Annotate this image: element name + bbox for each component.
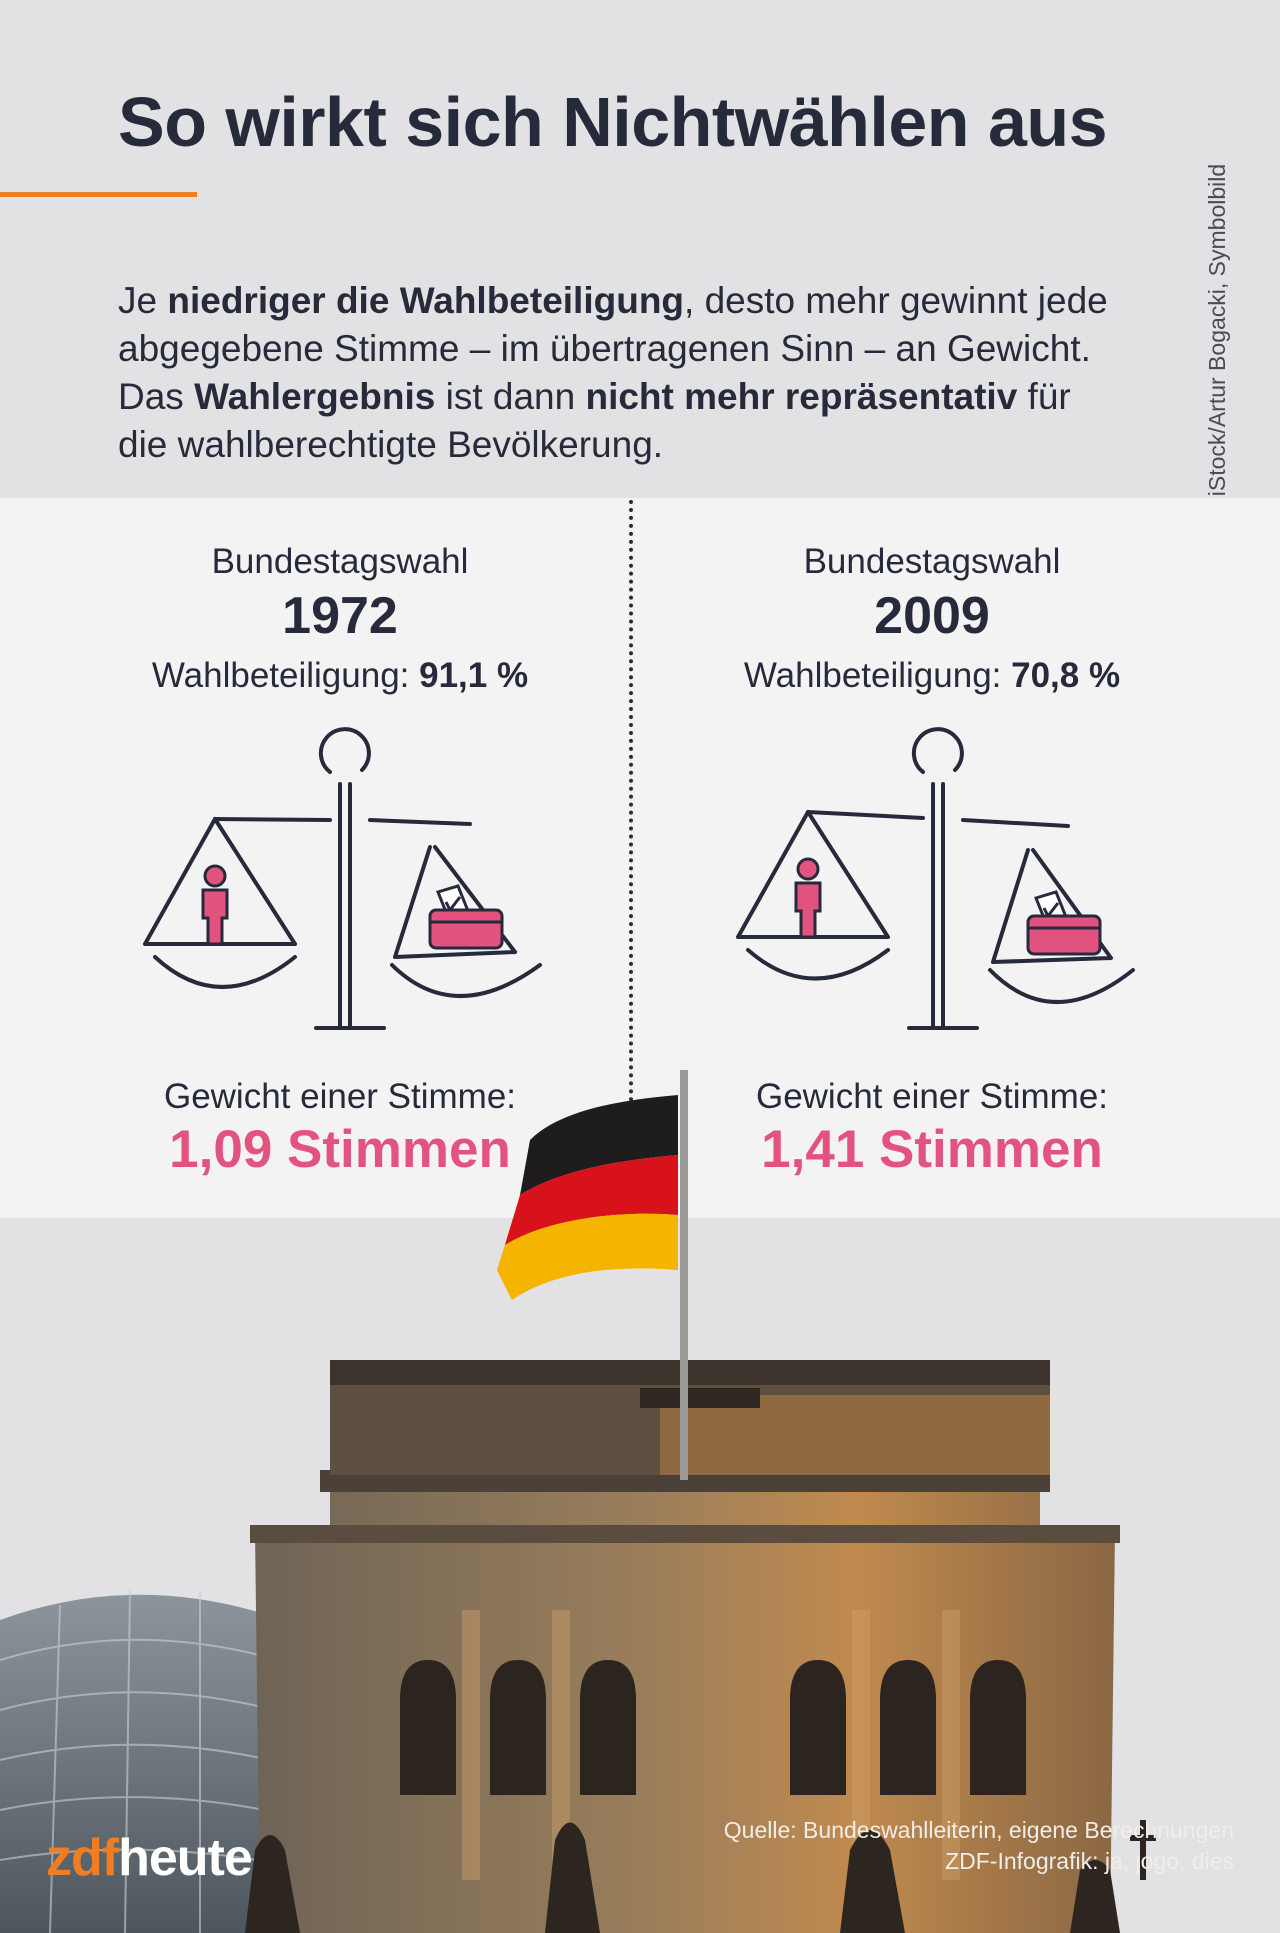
election-label: Bundestagswahl: [803, 542, 1061, 581]
photo-credit: Foto: iStock/Artur Bogacki, Symbolbild: [1204, 163, 1230, 555]
election-1972: Bundestagswahl 1972 Wahlbeteiligung: 91,…: [40, 540, 640, 698]
logo-heute: heute: [118, 1829, 253, 1887]
intro-part: , desto mehr gewinnt jede abgegebene Sti…: [118, 280, 1108, 417]
logo-zdf: zdf: [46, 1829, 119, 1887]
intro-part: für die wahlberechtigte Bevölkerung.: [118, 376, 1071, 465]
source-line: Quelle: Bundeswahlleiterin, eigene Berec…: [723, 1817, 1234, 1843]
turnout: Wahlbeteiligung: 91,1 %: [40, 654, 640, 698]
ballot-box-icon: [1026, 890, 1102, 956]
intro-part: ist dann: [435, 376, 586, 417]
weight-label: Gewicht einer Stimme:: [755, 1077, 1109, 1116]
intro-emphasis: nicht mehr repräsentativ: [585, 376, 1018, 417]
turnout-label: Wahlbeteiligung:: [743, 656, 1002, 695]
election-year: 1972: [282, 587, 398, 645]
weight-label: Gewicht einer Stimme:: [163, 1077, 517, 1116]
accent-line: [0, 192, 197, 197]
ballot-box-icon: [428, 884, 504, 950]
reichstag-photo: [0, 1070, 1156, 1933]
weight-value: 1,41 Stimmen: [761, 1120, 1103, 1179]
page-title: So wirkt sich Nichtwählen aus: [118, 83, 1108, 161]
person-icon: [201, 864, 229, 946]
election-year: 2009: [874, 587, 990, 645]
intro-part: Je: [118, 280, 168, 321]
turnout: Wahlbeteiligung: 70,8 %: [632, 654, 1232, 698]
source-note: Quelle: Bundeswahlleiterin, eigene Berec…: [724, 1815, 1234, 1877]
balance-scale-icon: [736, 727, 1135, 1030]
vote-weight-2009: Gewicht einer Stimme: 1,41 Stimmen: [632, 1075, 1232, 1181]
turnout-value: 91,1 %: [419, 656, 529, 695]
balance-scale-icon: [143, 727, 542, 1030]
flag-overlay: [497, 1070, 688, 1360]
source-line: ZDF-Infografik: ja, jogo, dies: [945, 1848, 1234, 1874]
comparison-panel: [0, 498, 1280, 1218]
weight-value: 1,09 Stimmen: [169, 1120, 511, 1179]
turnout-label: Wahlbeteiligung:: [151, 656, 410, 695]
person-icon: [794, 857, 822, 939]
vote-weight-1972: Gewicht einer Stimme: 1,09 Stimmen: [40, 1075, 640, 1181]
intro-text: Je niedriger die Wahlbeteiligung, desto …: [118, 277, 1118, 469]
intro-emphasis: niedriger die Wahlbeteiligung: [167, 280, 685, 321]
zdfheute-logo: zdfheute: [46, 1828, 253, 1888]
intro-emphasis: Wahlergebnis: [194, 376, 436, 417]
election-2009: Bundestagswahl 2009 Wahlbeteiligung: 70,…: [632, 540, 1232, 698]
turnout-value: 70,8 %: [1011, 656, 1121, 695]
election-label: Bundestagswahl: [211, 542, 469, 581]
column-divider: [629, 500, 633, 1110]
